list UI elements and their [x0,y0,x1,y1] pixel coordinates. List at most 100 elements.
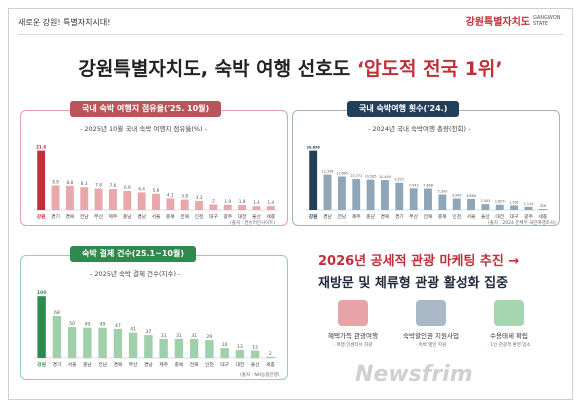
category-label: 경북 [113,361,122,368]
category-label: 제주 [159,361,168,368]
bar-경북 [113,328,123,358]
bar-경기 [52,315,62,358]
value-label: 8.9 [52,180,59,185]
bar-대구 [510,205,519,210]
value-label: 31 [176,333,182,339]
category-label: 대구 [510,213,519,220]
headline-main: 강원특별자치도, 숙박 여행 선호도 [78,58,357,80]
value-label: 3.3 [196,195,203,200]
bar-광주 [524,206,533,210]
category-label: 대전 [495,213,504,220]
value-label: 2 [269,351,272,357]
value-label: 29 [206,334,212,340]
value-label: 3.8 [181,194,188,199]
bar-부산 [94,188,103,210]
value-label: 1,114 [524,202,534,206]
value-label: 2,053 [481,199,491,203]
bar-대전 [495,204,504,210]
bar-인천 [205,340,214,358]
value-label: 5.9 [153,188,160,193]
value-label: 68 [54,310,60,316]
bar-제주 [352,179,361,210]
value-label: 9,522 [394,178,404,182]
value-label: 16 [222,342,228,348]
category-label: 울산 [481,213,490,220]
value-label: 12,336 [322,170,334,174]
bar-부산 [128,332,138,358]
brand-name-ko: 강원특별자치도 [465,17,530,28]
category-label: 세종 [266,213,275,220]
category-label: 전북 [190,361,199,368]
value-label: 47 [115,323,121,329]
bar-경북 [380,180,389,210]
bar-강원 [37,296,46,358]
card-incentive-label: 혜택가득 관광여행 [328,332,378,340]
value-label: 7,468 [423,184,433,188]
category-label: 인천 [195,213,204,220]
category-label: 대전 [238,213,247,220]
bar-서울 [67,327,77,358]
value-label: 1,591 [509,200,519,204]
bar-충북 [438,194,447,210]
value-label: 50 [69,321,75,327]
brand-logo: 강원특별자치도 GANGWON STATE [465,13,563,29]
value-label: 3,869 [466,194,476,198]
bar-서울 [152,193,160,210]
value-label: 21.6 [36,145,46,150]
chart-payments-source: (출처 : NH농협은행) [240,373,280,378]
category-label: 충남 [83,361,92,368]
panel-share-tab: 국내 숙박 여행지 점유율('25. 10월) [70,101,222,117]
bar-전북 [424,188,432,210]
category-label: 충북 [174,361,183,368]
value-label: 1.4 [253,200,260,205]
value-label: 7.6 [110,183,117,188]
category-label: 경기 [51,213,60,220]
bar-인천 [195,200,203,210]
card-hospitality-sub: · 1인 관광객 환영 업소 [487,343,531,348]
value-label: 7,543 [409,183,419,187]
headline: 강원특별자치도, 숙박 여행 선호도 ‘압도적 전국 1위’ [0,54,581,81]
bar-대구 [209,204,218,210]
top-divider [18,34,563,35]
value-label: 49 [84,322,90,328]
category-label: 전북 [180,213,189,220]
category-label: 강원 [37,361,46,368]
card-voucher-label: 숙박할인권 지원사업 [403,332,459,340]
value-label: 12 [252,345,258,351]
category-label: 전남 [80,213,89,220]
bar-충북 [166,198,175,210]
card-voucher-sub: · 숙박 할인 지원 [415,343,447,348]
bar-인천 [452,198,461,210]
value-label: 41 [130,327,136,333]
headline-highlight: ‘압도적 전국 1위’ [356,58,503,80]
category-label: 대구 [209,213,218,220]
panel-payments-tab: 숙박 결제 건수(25.1~10월) [70,246,196,262]
promo-line-1: 2026년 공세적 관광 마케팅 추진 → [318,254,520,269]
value-label: 1,855 [495,200,505,204]
bar-전남 [80,187,89,210]
value-label: 100 [37,290,47,296]
value-label: 13 [237,344,243,350]
category-label: 전북 [424,213,433,220]
category-label: 대구 [220,361,229,368]
bar-충북 [174,338,184,358]
bar-전북 [189,338,199,358]
category-label: 인천 [452,213,461,220]
panel-trips-tab: 국내 숙박여행 횟수('24.) [347,101,460,117]
bar-세종 [538,209,547,210]
value-label: 10,585 [365,175,377,179]
value-label: 7.8 [95,183,102,188]
bar-울산 [250,350,260,358]
chart-trips: 20,696 강원 12,336 경남 11,665 전남 10,771 제주 10,585 충남… [306,146,550,220]
bar-부산 [409,188,418,210]
value-label: 1.4 [267,200,274,205]
value-label: 10,771 [350,174,362,178]
value-label: 10,449 [379,175,391,179]
value-label: 20,696 [307,146,321,150]
value-label: 31 [161,333,167,339]
value-label: 37 [145,329,151,335]
category-label: 인천 [205,361,214,368]
card-voucher: 숙박할인권 지원사업 · 숙박 할인 지원 [396,300,466,355]
bar-충남 [83,327,92,358]
chart-share-source: (출처 : 컨슈머인사이트) [230,221,276,226]
